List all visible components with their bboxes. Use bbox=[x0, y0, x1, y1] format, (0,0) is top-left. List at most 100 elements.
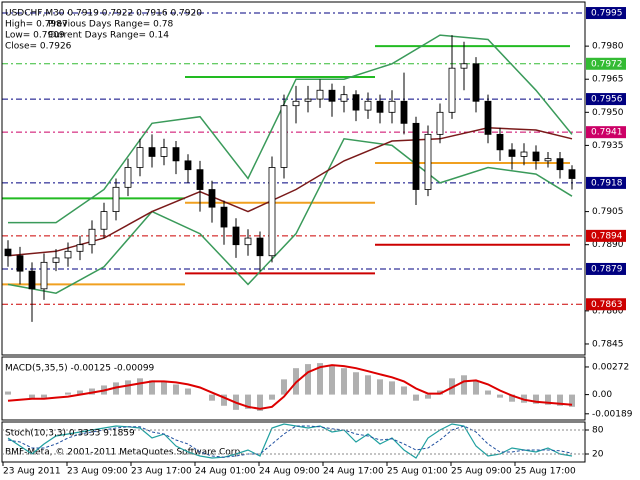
candle-body bbox=[316, 89, 324, 100]
y-tick-label: 80 bbox=[592, 426, 604, 436]
macd-bar bbox=[485, 390, 491, 395]
candle-body bbox=[184, 160, 192, 171]
candle-body bbox=[244, 237, 252, 246]
stoch-main-line bbox=[7, 423, 573, 459]
macd-bar bbox=[377, 379, 383, 395]
price-label-box bbox=[586, 262, 626, 275]
candle-body bbox=[496, 133, 504, 151]
candle-body bbox=[172, 147, 180, 162]
x-tick-label: 25 Aug 01:00 bbox=[387, 467, 448, 477]
macd-bar bbox=[185, 388, 191, 395]
candle-body bbox=[412, 122, 420, 190]
macd-bar bbox=[125, 380, 131, 395]
x-tick-label: 24 Aug 01:00 bbox=[195, 467, 256, 477]
macd-bar bbox=[77, 390, 83, 395]
info-text: Low= 0.7909 bbox=[5, 31, 65, 41]
price-label-box bbox=[586, 229, 626, 242]
macd-bar bbox=[65, 392, 71, 395]
x-tick-label: 23 Aug 09:00 bbox=[67, 467, 128, 477]
candle-body bbox=[520, 151, 528, 157]
candle-body bbox=[280, 105, 288, 168]
candle-body bbox=[28, 270, 36, 290]
price-label: 0.7863 bbox=[591, 300, 623, 310]
price-label-box bbox=[586, 7, 626, 20]
macd-bar bbox=[557, 394, 563, 406]
macd-bar bbox=[533, 394, 539, 404]
info-text: Previous Days Range= 0.78 bbox=[48, 20, 173, 30]
candle-body bbox=[112, 186, 120, 212]
candle-body bbox=[376, 100, 384, 113]
x-tick-label: 25 Aug 09:00 bbox=[451, 467, 512, 477]
macd-bar bbox=[317, 363, 323, 395]
candle-body bbox=[136, 147, 144, 168]
price-label-box bbox=[586, 298, 626, 311]
macd-bar bbox=[149, 380, 155, 395]
macd-bar bbox=[365, 375, 371, 395]
y-tick-label: 0.7845 bbox=[592, 339, 624, 349]
macd-bar bbox=[329, 366, 335, 395]
x-tick-label: 25 Aug 17:00 bbox=[515, 467, 576, 477]
y-tick-label: 0.00 bbox=[592, 390, 612, 400]
candle-body bbox=[64, 250, 72, 259]
y-tick-label: -0.00189 bbox=[592, 409, 633, 419]
x-tick-label: 23 Aug 17:00 bbox=[131, 467, 192, 477]
candle-body bbox=[340, 94, 348, 102]
macd-bar bbox=[269, 394, 275, 400]
price-label: 0.7879 bbox=[591, 264, 623, 274]
indicator-line bbox=[7, 137, 573, 294]
macd-bar bbox=[281, 379, 287, 395]
y-tick-label: 0.00272 bbox=[592, 362, 629, 372]
y-tick-label: 0.7980 bbox=[592, 42, 624, 52]
candle-body bbox=[436, 111, 444, 135]
macd-bar bbox=[569, 394, 575, 407]
candle-body bbox=[160, 147, 168, 157]
macd-bar bbox=[257, 394, 263, 411]
macd-signal-line bbox=[7, 364, 573, 410]
candle-body bbox=[448, 67, 456, 113]
y-tick-label: 0.7890 bbox=[592, 240, 624, 250]
y-tick-label: 0.7860 bbox=[592, 306, 624, 316]
candle-body bbox=[544, 158, 552, 162]
panel-title: USDCHF,M30 0.7919 0.7922 0.7916 0.7920 bbox=[5, 9, 202, 19]
candle-body bbox=[352, 94, 360, 111]
candle-body bbox=[568, 169, 576, 179]
price-label: 0.7918 bbox=[591, 178, 623, 188]
macd-bar bbox=[473, 381, 479, 395]
x-tick-label: 24 Aug 09:00 bbox=[259, 467, 320, 477]
candle-body bbox=[88, 228, 96, 246]
candle-body bbox=[40, 261, 48, 290]
candle-body bbox=[424, 133, 432, 190]
panel-title: MACD(5,35,5) -0.00125 -0.00099 bbox=[5, 364, 155, 374]
macd-bar bbox=[509, 394, 515, 402]
candle-body bbox=[532, 151, 540, 162]
macd-bar bbox=[221, 394, 227, 406]
candle-body bbox=[124, 167, 132, 188]
candle-body bbox=[388, 100, 396, 113]
price-label: 0.7972 bbox=[591, 59, 623, 69]
macd-bar bbox=[245, 394, 251, 409]
macd-bar bbox=[545, 394, 551, 405]
indicator-line bbox=[8, 34, 573, 224]
panel-frame bbox=[1, 356, 586, 421]
price-label: 0.7956 bbox=[591, 95, 623, 105]
info-text: Current Days Range= 0.14 bbox=[48, 31, 169, 41]
candle-body bbox=[460, 63, 468, 69]
price-label-box bbox=[586, 57, 626, 70]
candle-body bbox=[196, 169, 204, 190]
x-tick-label: 23 Aug 2011 bbox=[3, 467, 61, 477]
x-tick-label: 24 Aug 17:00 bbox=[323, 467, 384, 477]
macd-bar bbox=[497, 394, 503, 398]
info-text: Close= 0.7926 bbox=[5, 42, 72, 52]
panel-frame bbox=[1, 1, 586, 356]
candle-body bbox=[304, 98, 312, 102]
info-text: High= 0.7987 bbox=[5, 20, 68, 30]
price-label-box bbox=[586, 126, 626, 139]
y-tick-label: 20 bbox=[592, 450, 604, 460]
macd-bar bbox=[389, 381, 395, 395]
candle-body bbox=[208, 189, 216, 208]
y-tick-label: 0.7935 bbox=[592, 141, 624, 151]
candle-body bbox=[256, 237, 264, 257]
price-label-box bbox=[586, 176, 626, 189]
candle-body bbox=[148, 147, 156, 157]
